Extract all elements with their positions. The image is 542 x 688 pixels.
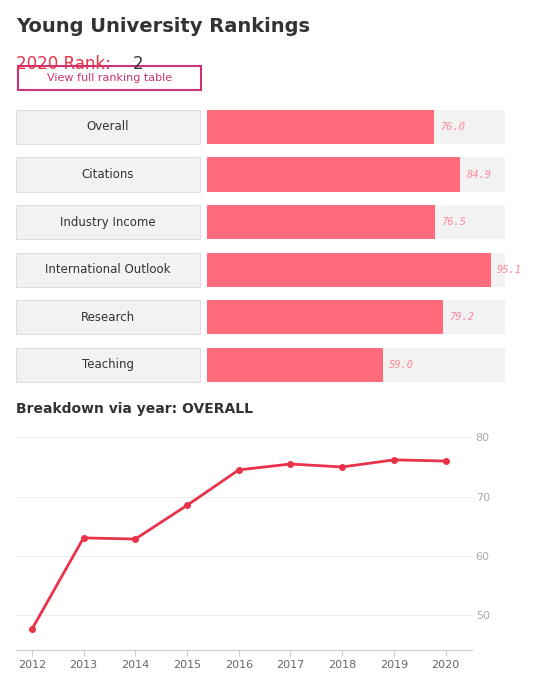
Bar — [207, 205, 505, 239]
Bar — [16, 205, 199, 239]
Text: 59.0: 59.0 — [389, 360, 414, 370]
Bar — [207, 205, 435, 239]
Bar — [207, 252, 491, 287]
Text: Industry Income: Industry Income — [60, 215, 156, 228]
Bar — [16, 110, 199, 144]
Bar — [16, 158, 199, 192]
Text: 2: 2 — [133, 55, 144, 73]
Text: Citations: Citations — [82, 168, 134, 181]
Bar — [207, 252, 505, 287]
Text: 2020 Rank:: 2020 Rank: — [16, 55, 117, 73]
Text: Young University Rankings: Young University Rankings — [16, 17, 310, 36]
Bar — [207, 348, 383, 382]
Text: 76.5: 76.5 — [441, 217, 467, 227]
Text: 95.1: 95.1 — [497, 265, 522, 275]
Bar — [207, 110, 505, 144]
Bar — [207, 110, 434, 144]
Text: Overall: Overall — [87, 120, 129, 133]
Text: Breakdown via year: OVERALL: Breakdown via year: OVERALL — [16, 402, 253, 416]
Text: 79.2: 79.2 — [449, 312, 474, 323]
Bar — [207, 158, 505, 192]
Text: Research: Research — [81, 311, 135, 324]
Bar — [16, 252, 199, 287]
Bar — [207, 158, 460, 192]
Bar — [16, 300, 199, 334]
Text: 84.9: 84.9 — [467, 169, 492, 180]
Bar — [207, 300, 505, 334]
Bar — [16, 348, 199, 382]
Bar — [207, 348, 505, 382]
Text: 76.0: 76.0 — [440, 122, 465, 132]
Text: View full ranking table: View full ranking table — [47, 73, 172, 83]
FancyBboxPatch shape — [18, 66, 202, 89]
Bar — [207, 300, 443, 334]
Text: International Outlook: International Outlook — [45, 264, 171, 277]
Text: Teaching: Teaching — [82, 358, 134, 372]
